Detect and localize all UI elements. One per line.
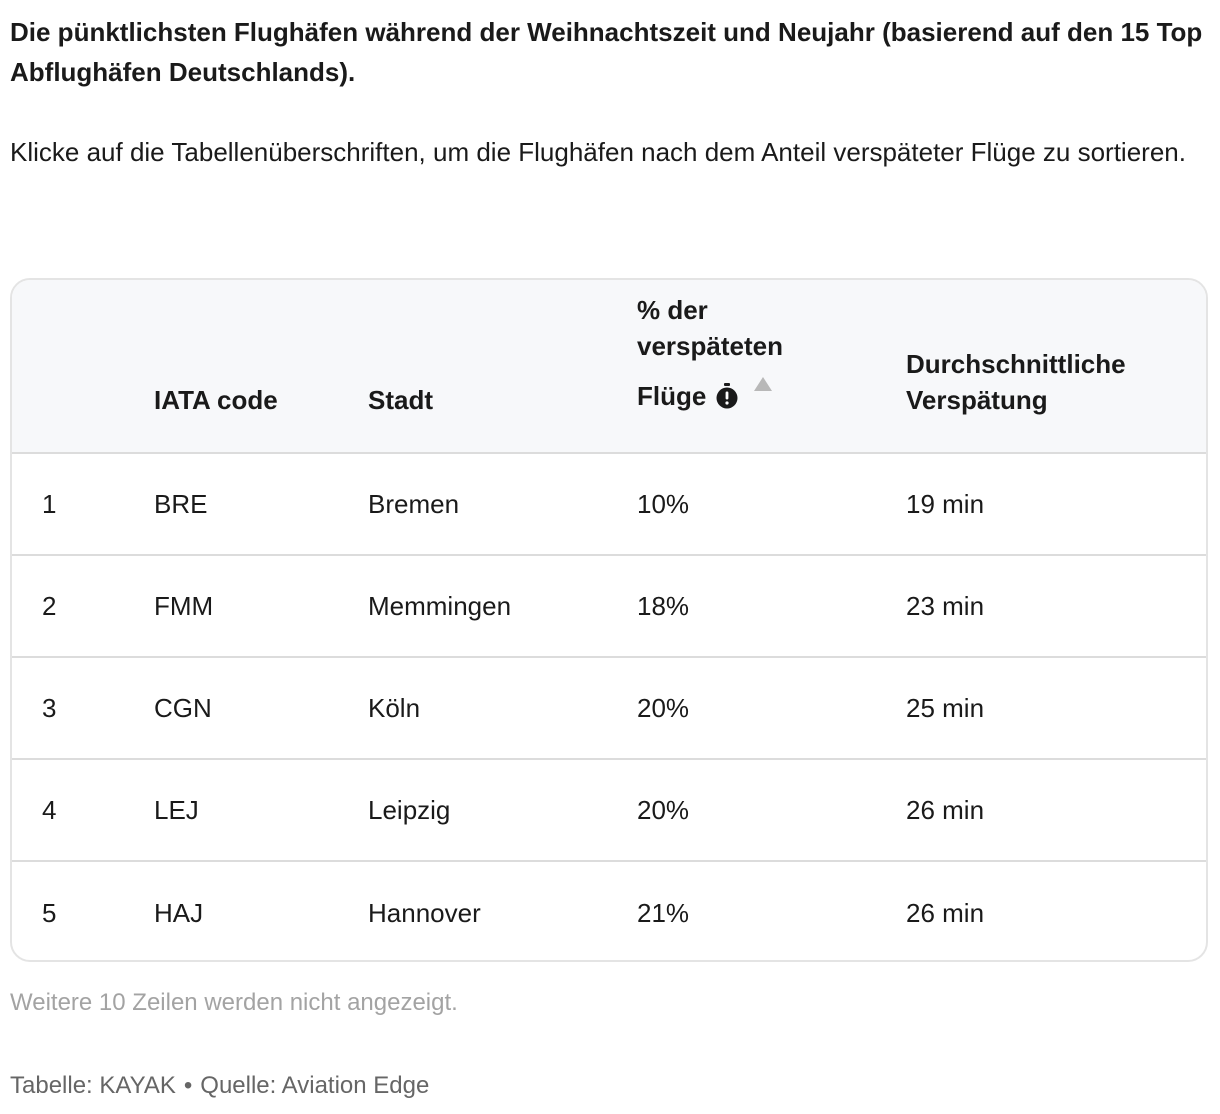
header-avg-line-2: Verspätung [906, 385, 1048, 415]
table-row: 4 LEJ Leipzig 20% 26 min [12, 758, 1206, 861]
cell-city: Köln [368, 656, 637, 759]
cell-avg-delay: 26 min [906, 860, 1206, 960]
cell-city: Hannover [368, 860, 637, 960]
airport-table: IATA code Stadt % der verspäteten Flüge … [12, 280, 1206, 960]
airport-table-card: IATA code Stadt % der verspäteten Flüge … [10, 278, 1208, 962]
cell-city: Leipzig [368, 758, 637, 861]
page-title: Die pünktlichsten Flughäfen während der … [10, 17, 1203, 87]
header-avg-line-1: Durchschnittliche [906, 349, 1126, 379]
table-header: IATA code Stadt % der verspäteten Flüge … [12, 280, 1206, 454]
header-row: IATA code Stadt % der verspäteten Flüge … [12, 280, 1206, 454]
cell-iata: CGN [154, 656, 368, 759]
header-iata-code[interactable]: IATA code [154, 280, 368, 454]
more-rows-note: Weitere 10 Zeilen werden nicht angezeigt… [10, 989, 458, 1016]
table-row: 3 CGN Köln 20% 25 min [12, 656, 1206, 759]
credit-separator: • [183, 1072, 193, 1099]
cell-rank: 1 [42, 489, 57, 519]
cell-rank: 4 [12, 758, 154, 861]
source-credit: Tabelle: KAYAK • Quelle: Aviation Edge [10, 1069, 429, 1103]
cell-late-pct: 10% [637, 489, 690, 519]
cell-avg-delay: 23 min [906, 554, 1206, 657]
header-late-line-3-wrap: Flüge [637, 364, 906, 418]
cell-late-pct: 21% [637, 860, 906, 960]
cell-avg-delay: 26 min [906, 758, 1206, 861]
cell-city: Memmingen [368, 554, 637, 657]
header-late-percentage[interactable]: % der verspäteten Flüge [637, 280, 906, 454]
cell-rank: 2 [12, 554, 154, 657]
cell-iata: BRE [154, 489, 208, 519]
table-row: 2 FMM Memmingen 18% 23 min [12, 554, 1206, 657]
table-body: 1 BRE Bremen 10% 19 min 2 FMM Memmingen … [12, 453, 1206, 960]
header-late-line-3: Flüge [637, 381, 707, 411]
table-credit: Tabelle: KAYAK [10, 1072, 176, 1099]
header-rank [12, 280, 154, 454]
info-icon[interactable] [714, 382, 740, 418]
cell-iata: FMM [154, 554, 368, 657]
cell-rank: 5 [12, 860, 154, 960]
header-city[interactable]: Stadt [368, 280, 637, 454]
cell-iata: LEJ [154, 758, 368, 861]
table-row: 5 HAJ Hannover 21% 26 min [12, 860, 1206, 960]
header-average-delay[interactable]: Durchschnittliche Verspätung [906, 280, 1206, 454]
data-source: Quelle: Aviation Edge [200, 1072, 430, 1099]
cell-avg-delay: 19 min [906, 489, 985, 519]
cell-late-pct: 18% [637, 554, 906, 657]
intro-text: Klicke auf die Tabellenüberschriften, um… [10, 137, 1186, 167]
header-late-line-2: verspäteten [637, 331, 783, 361]
cell-rank: 3 [12, 656, 154, 759]
header-late-line-1: % der [637, 295, 708, 325]
cell-late-pct: 20% [637, 758, 906, 861]
cell-iata: HAJ [154, 860, 368, 960]
cell-city: Bremen [368, 489, 460, 519]
table-row: 1 BRE Bremen 10% 19 min [12, 453, 1206, 555]
sort-ascending-icon[interactable] [754, 364, 773, 400]
cell-late-pct: 20% [637, 656, 906, 759]
cell-avg-delay: 25 min [906, 656, 1206, 759]
